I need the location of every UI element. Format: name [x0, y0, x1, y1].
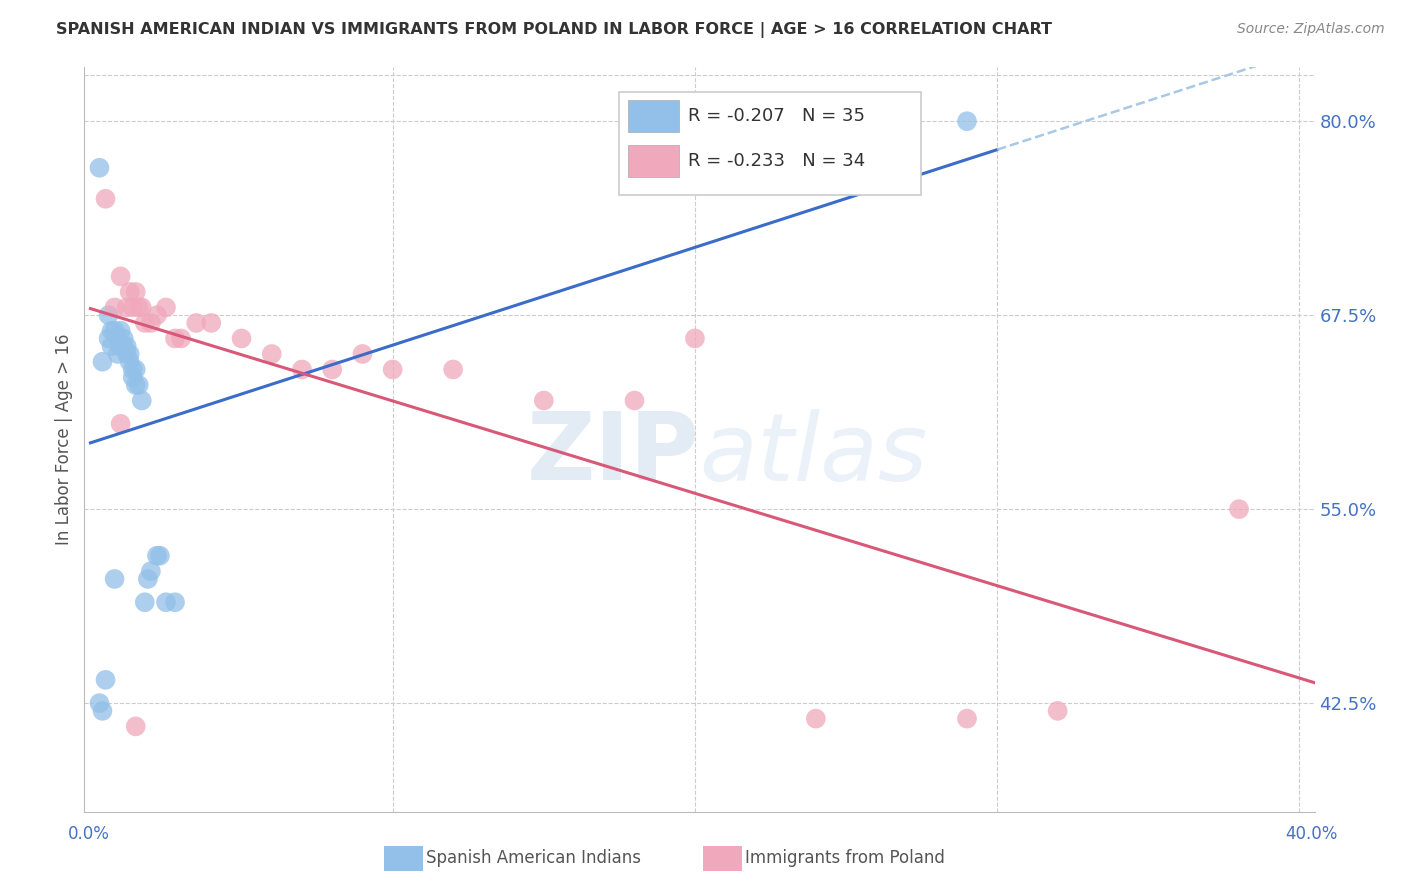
- Point: [146, 308, 169, 322]
- Point: [112, 331, 135, 345]
- Point: [125, 719, 148, 733]
- Point: [121, 362, 143, 376]
- Point: [115, 347, 138, 361]
- Point: [94, 673, 117, 687]
- Point: [683, 331, 706, 345]
- Point: [91, 704, 114, 718]
- Point: [1046, 704, 1069, 718]
- Point: [139, 316, 162, 330]
- Point: [533, 393, 555, 408]
- Point: [89, 696, 111, 710]
- Text: Immigrants from Poland: Immigrants from Poland: [745, 849, 945, 867]
- Point: [91, 355, 114, 369]
- Point: [94, 192, 117, 206]
- Point: [291, 362, 314, 376]
- Point: [186, 316, 208, 330]
- Point: [89, 161, 111, 175]
- Point: [112, 339, 135, 353]
- Point: [125, 378, 148, 392]
- Point: [128, 301, 150, 315]
- Point: [100, 324, 122, 338]
- Text: 40.0%: 40.0%: [1285, 825, 1339, 843]
- Y-axis label: In Labor Force | Age > 16: In Labor Force | Age > 16: [55, 334, 73, 545]
- Text: Spanish American Indians: Spanish American Indians: [426, 849, 641, 867]
- Point: [107, 347, 129, 361]
- Point: [121, 301, 143, 315]
- Point: [155, 595, 177, 609]
- Point: [321, 362, 343, 376]
- Point: [115, 301, 138, 315]
- Point: [121, 370, 143, 384]
- Point: [441, 362, 464, 376]
- Point: [97, 308, 120, 322]
- Text: SPANISH AMERICAN INDIAN VS IMMIGRANTS FROM POLAND IN LABOR FORCE | AGE > 16 CORR: SPANISH AMERICAN INDIAN VS IMMIGRANTS FR…: [56, 22, 1052, 38]
- Point: [623, 393, 645, 408]
- Point: [149, 549, 172, 563]
- Point: [956, 114, 979, 128]
- Point: [103, 572, 125, 586]
- Point: [125, 285, 148, 299]
- Point: [956, 712, 979, 726]
- Point: [107, 331, 129, 345]
- Text: Source: ZipAtlas.com: Source: ZipAtlas.com: [1237, 22, 1385, 37]
- Point: [118, 355, 141, 369]
- Point: [110, 417, 132, 431]
- Point: [352, 347, 374, 361]
- Point: [200, 316, 222, 330]
- Point: [139, 564, 162, 578]
- Point: [134, 595, 156, 609]
- Point: [103, 324, 125, 338]
- Point: [118, 347, 141, 361]
- Point: [115, 339, 138, 353]
- Point: [134, 316, 156, 330]
- Point: [125, 362, 148, 376]
- Point: [103, 301, 125, 315]
- Point: [110, 339, 132, 353]
- Point: [97, 331, 120, 345]
- Point: [155, 301, 177, 315]
- Point: [100, 339, 122, 353]
- Point: [381, 362, 404, 376]
- Text: R = -0.207   N = 35: R = -0.207 N = 35: [688, 107, 865, 125]
- Point: [146, 549, 169, 563]
- Text: R = -0.233   N = 34: R = -0.233 N = 34: [688, 152, 865, 169]
- Point: [170, 331, 193, 345]
- Text: 0.0%: 0.0%: [67, 825, 110, 843]
- Point: [118, 285, 141, 299]
- Point: [131, 393, 153, 408]
- Point: [110, 269, 132, 284]
- Point: [163, 331, 186, 345]
- Point: [1227, 502, 1250, 516]
- Point: [804, 712, 827, 726]
- Point: [231, 331, 253, 345]
- Point: [136, 572, 159, 586]
- Point: [110, 324, 132, 338]
- Point: [128, 378, 150, 392]
- Text: atlas: atlas: [700, 409, 928, 500]
- Text: ZIP: ZIP: [527, 409, 700, 500]
- Point: [131, 301, 153, 315]
- Point: [260, 347, 283, 361]
- Point: [163, 595, 186, 609]
